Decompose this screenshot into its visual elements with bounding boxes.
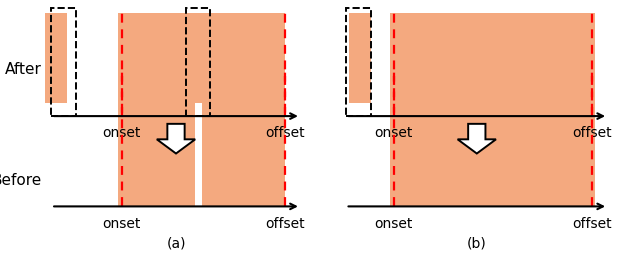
Text: onset: onset: [102, 217, 141, 231]
Bar: [186, 8, 210, 116]
Text: After: After: [4, 62, 42, 77]
Bar: [390, 103, 595, 206]
Text: offset: offset: [265, 217, 305, 231]
Bar: [390, 13, 595, 103]
Bar: [202, 103, 285, 206]
Text: offset: offset: [572, 126, 612, 140]
Text: (a): (a): [166, 236, 186, 250]
Bar: [45, 13, 67, 103]
Bar: [346, 8, 371, 116]
Text: offset: offset: [265, 126, 305, 140]
Bar: [118, 103, 195, 206]
Text: Before: Before: [0, 173, 42, 188]
Text: onset: onset: [374, 217, 413, 231]
Bar: [349, 13, 371, 103]
Bar: [118, 13, 285, 103]
Text: offset: offset: [572, 217, 612, 231]
Polygon shape: [157, 124, 195, 154]
Text: onset: onset: [102, 126, 141, 140]
Bar: [51, 8, 76, 116]
Text: onset: onset: [374, 126, 413, 140]
Polygon shape: [458, 124, 496, 154]
Text: (b): (b): [467, 236, 486, 250]
